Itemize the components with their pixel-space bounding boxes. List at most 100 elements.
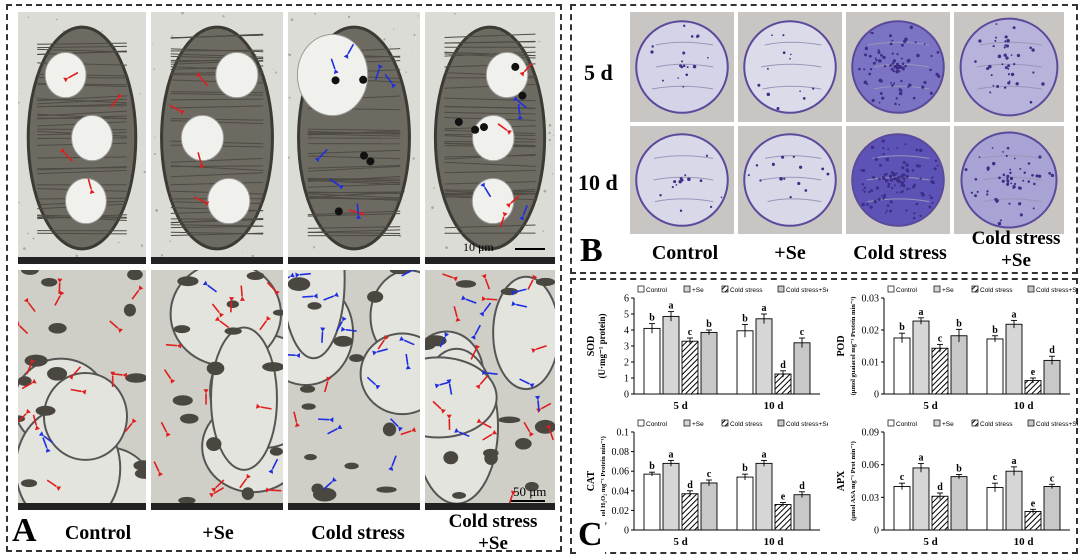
- arrow-line: [479, 375, 488, 385]
- cell-wall: [492, 275, 555, 391]
- stain-spot: [1015, 82, 1019, 86]
- arrow-line: [327, 428, 338, 435]
- thylakoid: [37, 98, 127, 105]
- arrow-line: [43, 435, 54, 444]
- stain-spot: [870, 189, 874, 193]
- cytoplasm-speck: [20, 93, 22, 95]
- thylakoid: [307, 231, 401, 235]
- stain-spot: [888, 34, 893, 38]
- thylakoid: [307, 193, 401, 199]
- cytoplasm-speck: [169, 240, 172, 243]
- chloroplast: [382, 422, 397, 437]
- stain-spot: [887, 148, 890, 151]
- arrow-line: [64, 152, 73, 162]
- chloroplast: [48, 322, 67, 334]
- cytoplasm-speck: [308, 41, 310, 43]
- arrow-head: [482, 369, 487, 376]
- legend-label: Cold stress+Se: [1036, 287, 1078, 294]
- legend-label: Cold stress+Se: [786, 421, 828, 428]
- y-tick-label: 0: [874, 526, 879, 537]
- cytoplasm-speck: [27, 232, 29, 235]
- chloroplast: [123, 303, 136, 317]
- leaf-10d-coldse: [954, 126, 1064, 234]
- stain-spot: [863, 186, 867, 190]
- starch-grain: [207, 177, 251, 225]
- stain-spot: [757, 83, 761, 87]
- stain-spot: [1027, 162, 1031, 165]
- legend-swatch: [971, 419, 979, 427]
- arrow-line: [323, 295, 335, 301]
- arrow-line: [230, 301, 233, 313]
- leaf-crack: [867, 198, 930, 203]
- arrow-head: [203, 389, 209, 394]
- stain-spot: [683, 24, 686, 27]
- arrow-line: [366, 376, 377, 386]
- stain-spot: [883, 65, 887, 68]
- stain-spot: [659, 194, 662, 197]
- bar: [793, 342, 811, 395]
- cytoplasm-speck: [80, 24, 82, 26]
- stain-spot: [891, 186, 894, 190]
- stain-spot: [896, 191, 899, 194]
- y-tick-label: 0.08: [612, 447, 630, 458]
- arrow-line: [442, 273, 454, 279]
- thylakoid: [37, 103, 127, 108]
- stain-spot: [871, 31, 874, 35]
- arrow-line: [516, 303, 528, 308]
- micrograph: [18, 12, 146, 264]
- x-category-label: 5 d: [923, 536, 937, 548]
- chloroplast: [24, 354, 48, 367]
- thylakoid: [444, 97, 536, 102]
- stain-spot: [1008, 202, 1011, 205]
- stain-spot: [868, 54, 872, 58]
- stain-spot: [1048, 171, 1052, 175]
- arrow-line: [319, 148, 328, 158]
- arrow-head: [342, 316, 347, 322]
- stain-spot: [858, 67, 861, 71]
- stain-spot: [882, 55, 886, 60]
- cytoplasm-speck: [280, 203, 282, 204]
- stain-spot: [802, 97, 806, 100]
- stain-spot: [766, 67, 769, 70]
- stain-spot: [990, 74, 993, 77]
- stain-spot: [1009, 176, 1014, 181]
- stain-spot: [891, 52, 894, 55]
- stain-spot: [901, 173, 906, 177]
- stain-spot: [1001, 63, 1004, 66]
- stain-spot: [933, 167, 937, 171]
- chloroplast: [35, 405, 56, 416]
- stain-spot: [861, 189, 864, 191]
- arrow-head: [35, 425, 40, 431]
- arrow-head: [446, 379, 452, 384]
- cytoplasm-speck: [251, 254, 255, 258]
- significance-letter: d: [799, 481, 805, 492]
- arrow-head: [26, 408, 31, 414]
- chloroplast: [443, 451, 459, 465]
- leaf-crack: [764, 155, 822, 159]
- leaf-crack: [982, 198, 1043, 203]
- arrow-head: [57, 278, 63, 283]
- bar: [643, 473, 661, 531]
- stain-spot: [901, 183, 906, 188]
- arrow-head: [117, 93, 123, 99]
- arrow-line: [486, 298, 498, 301]
- arrow-head: [455, 316, 461, 322]
- arrow-head: [68, 374, 74, 380]
- cytoplasm-speck: [454, 12, 456, 15]
- cytoplasm-speck: [548, 138, 551, 142]
- stain-spot: [1013, 63, 1016, 66]
- stain-spot: [887, 182, 891, 186]
- stain-spot: [919, 177, 922, 180]
- stain-spot: [771, 162, 775, 166]
- stain-spot: [675, 183, 678, 186]
- bar: [755, 318, 773, 395]
- stain-spot: [889, 209, 893, 213]
- stain-spot: [902, 160, 906, 164]
- arrow-line: [288, 276, 291, 279]
- cytoplasm-speck: [314, 12, 317, 15]
- legend-label: Cold stress: [730, 287, 763, 294]
- arrow-line: [67, 71, 79, 79]
- arrow-line: [458, 431, 470, 438]
- arrow-head: [452, 276, 458, 282]
- y-tick-label: 0: [624, 526, 629, 537]
